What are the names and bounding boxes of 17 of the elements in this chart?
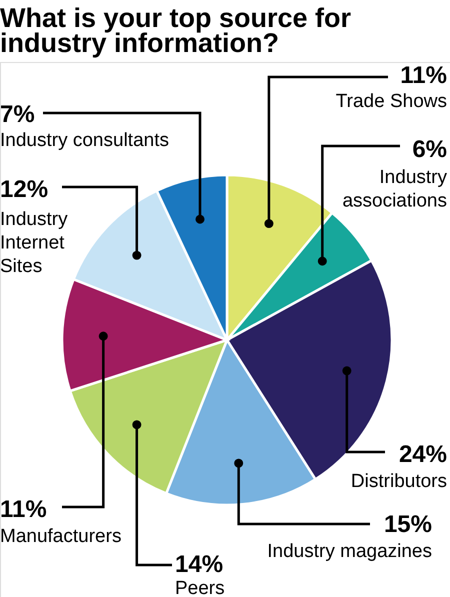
slice-label: Industry magazines: [267, 541, 432, 562]
data-label: 15%: [384, 511, 432, 538]
data-label: 11%: [0, 496, 47, 523]
chart-title: What is your top source for industry information?: [0, 3, 352, 58]
slice-label: Industry associations: [342, 167, 448, 212]
data-label: 24%: [398, 441, 447, 468]
data-label: 12%: [0, 176, 48, 203]
slice-label: Trade Shows: [336, 91, 447, 112]
data-label: 14%: [175, 551, 224, 578]
slice-label: Distributors: [350, 471, 447, 492]
slice-label: Industry Internet Sites: [0, 209, 68, 277]
data-label: 11%: [400, 62, 447, 89]
data-label: 6%: [412, 136, 447, 163]
slice-label: Peers: [175, 578, 225, 597]
data-label: 7%: [0, 101, 35, 128]
slice-label: Industry consultants: [0, 130, 169, 151]
slice-label: Manufacturers: [0, 526, 122, 547]
